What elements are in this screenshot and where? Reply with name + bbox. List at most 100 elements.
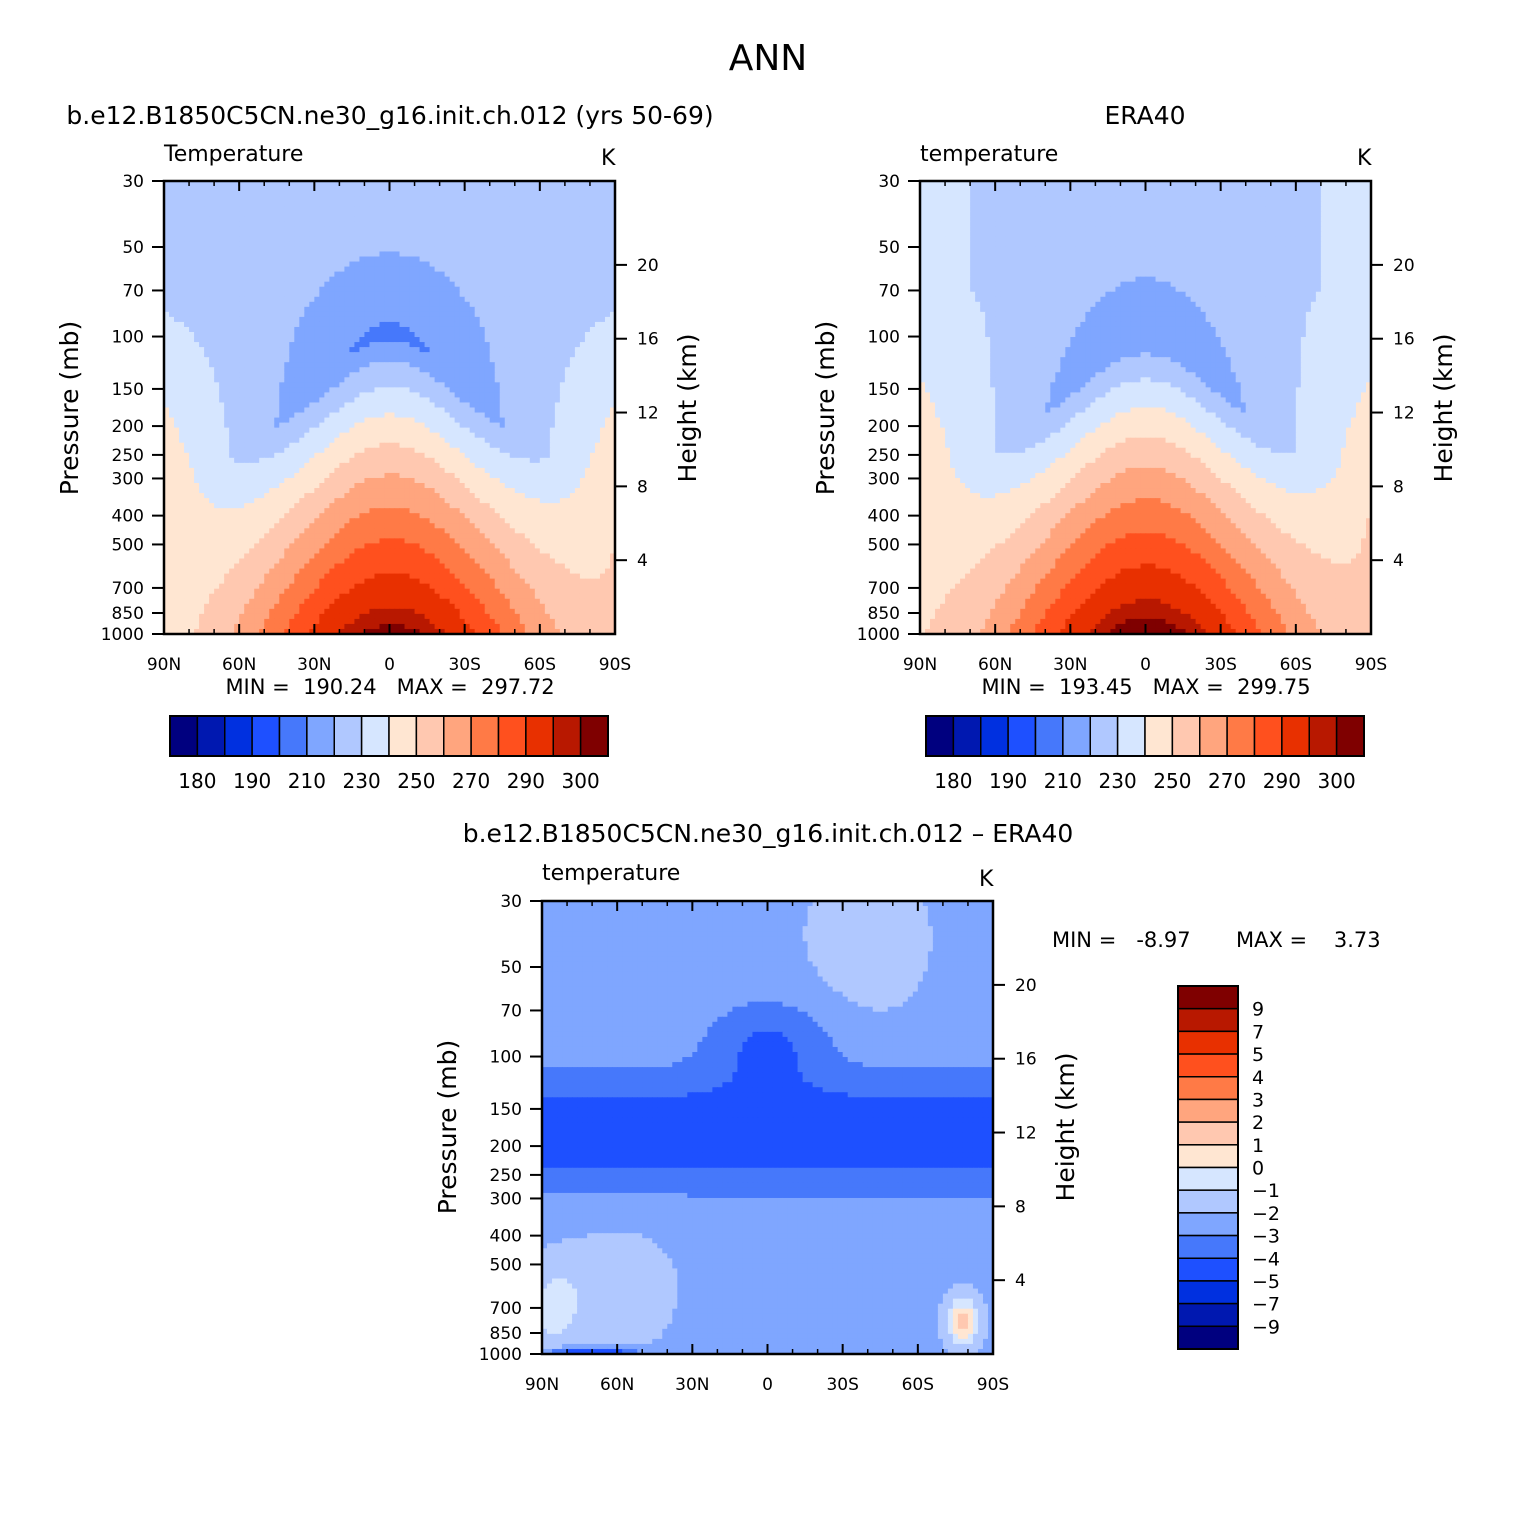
field-cell <box>544 407 551 414</box>
field-cell <box>244 306 250 313</box>
field-cell <box>354 447 361 454</box>
field-cell <box>349 437 356 444</box>
field-cell <box>504 387 511 393</box>
field-cell <box>189 236 195 242</box>
field-cell <box>524 251 531 258</box>
field-cell <box>579 382 586 388</box>
field-cell <box>499 452 506 459</box>
field-cell <box>414 377 421 383</box>
field-cell <box>544 321 551 328</box>
field-cell <box>309 362 315 368</box>
field-cell <box>414 191 421 197</box>
field-cell <box>324 216 330 222</box>
field-cell <box>204 367 210 373</box>
field-cell <box>594 321 601 328</box>
field-cell <box>599 236 606 242</box>
field-cell <box>294 422 300 429</box>
field-cell <box>369 266 376 273</box>
field-cell <box>469 407 476 414</box>
field-cell <box>409 347 416 353</box>
field-cell <box>609 367 616 373</box>
field-cell <box>204 291 210 298</box>
field-cell <box>424 402 431 409</box>
field-cell <box>339 216 345 222</box>
field-cell <box>469 422 476 429</box>
field-cell <box>514 377 521 383</box>
field-cell <box>584 206 591 212</box>
field-cell <box>499 377 506 383</box>
field-cell <box>524 201 531 207</box>
field-cell <box>404 332 411 338</box>
field-cell <box>244 181 250 187</box>
field-cell <box>534 271 541 278</box>
field-cell <box>189 347 195 353</box>
field-cell <box>184 241 190 248</box>
field-cell <box>209 367 215 373</box>
field-cell <box>534 226 541 232</box>
field-cell <box>569 251 576 258</box>
field-cell <box>594 271 601 278</box>
field-cell <box>504 372 511 378</box>
field-cell <box>319 261 325 268</box>
field-cell <box>559 422 566 429</box>
field-cell <box>409 427 416 434</box>
field-cell <box>349 452 356 459</box>
field-cell <box>244 432 250 439</box>
field-cell <box>274 332 280 338</box>
field-cell <box>199 321 205 328</box>
field-cell <box>579 352 586 358</box>
field-cell <box>554 352 561 358</box>
field-cell <box>579 422 586 429</box>
field-cell <box>289 181 295 187</box>
field-cell <box>264 427 270 434</box>
field-cell <box>509 191 516 197</box>
field-cell <box>439 201 446 207</box>
field-cell <box>434 377 441 383</box>
field-cell <box>509 301 516 308</box>
field-cell <box>544 332 551 338</box>
field-cell <box>524 442 531 449</box>
field-cell <box>504 266 511 273</box>
field-cell <box>279 342 285 348</box>
field-cell <box>304 422 310 429</box>
field-cell <box>359 226 366 232</box>
field-cell <box>469 427 476 434</box>
field-cell <box>514 347 521 353</box>
field-cell <box>309 291 315 298</box>
field-cell <box>424 186 431 192</box>
field-cell <box>249 427 255 434</box>
field-cell <box>519 271 526 278</box>
field-cell <box>499 372 506 378</box>
field-cell <box>534 296 541 303</box>
field-cell <box>369 211 376 217</box>
field-cell <box>449 342 456 348</box>
field-cell <box>369 432 376 439</box>
field-cell <box>484 296 491 303</box>
field-cell <box>594 372 601 378</box>
field-cell <box>424 196 431 202</box>
field-cell <box>404 226 411 232</box>
field-cell <box>224 326 230 333</box>
field-cell <box>249 181 255 187</box>
field-cell <box>274 452 280 459</box>
field-cell <box>564 191 571 197</box>
field-cell <box>339 276 345 283</box>
field-cell <box>344 367 351 373</box>
field-cell <box>299 337 305 343</box>
field-cell <box>299 342 305 348</box>
field-cell <box>399 226 406 232</box>
field-cell <box>494 326 501 333</box>
field-cell <box>444 181 451 187</box>
field-cell <box>274 402 280 409</box>
field-cell <box>484 211 491 217</box>
field-cell <box>359 251 366 258</box>
field-cell <box>234 251 240 258</box>
field-cell <box>169 266 175 273</box>
field-cell <box>234 306 240 313</box>
field-cell <box>444 422 451 429</box>
field-cell <box>244 241 250 248</box>
field-cell <box>314 447 320 454</box>
field-cell <box>429 241 436 248</box>
field-cell <box>264 261 270 268</box>
field-cell <box>209 337 215 343</box>
